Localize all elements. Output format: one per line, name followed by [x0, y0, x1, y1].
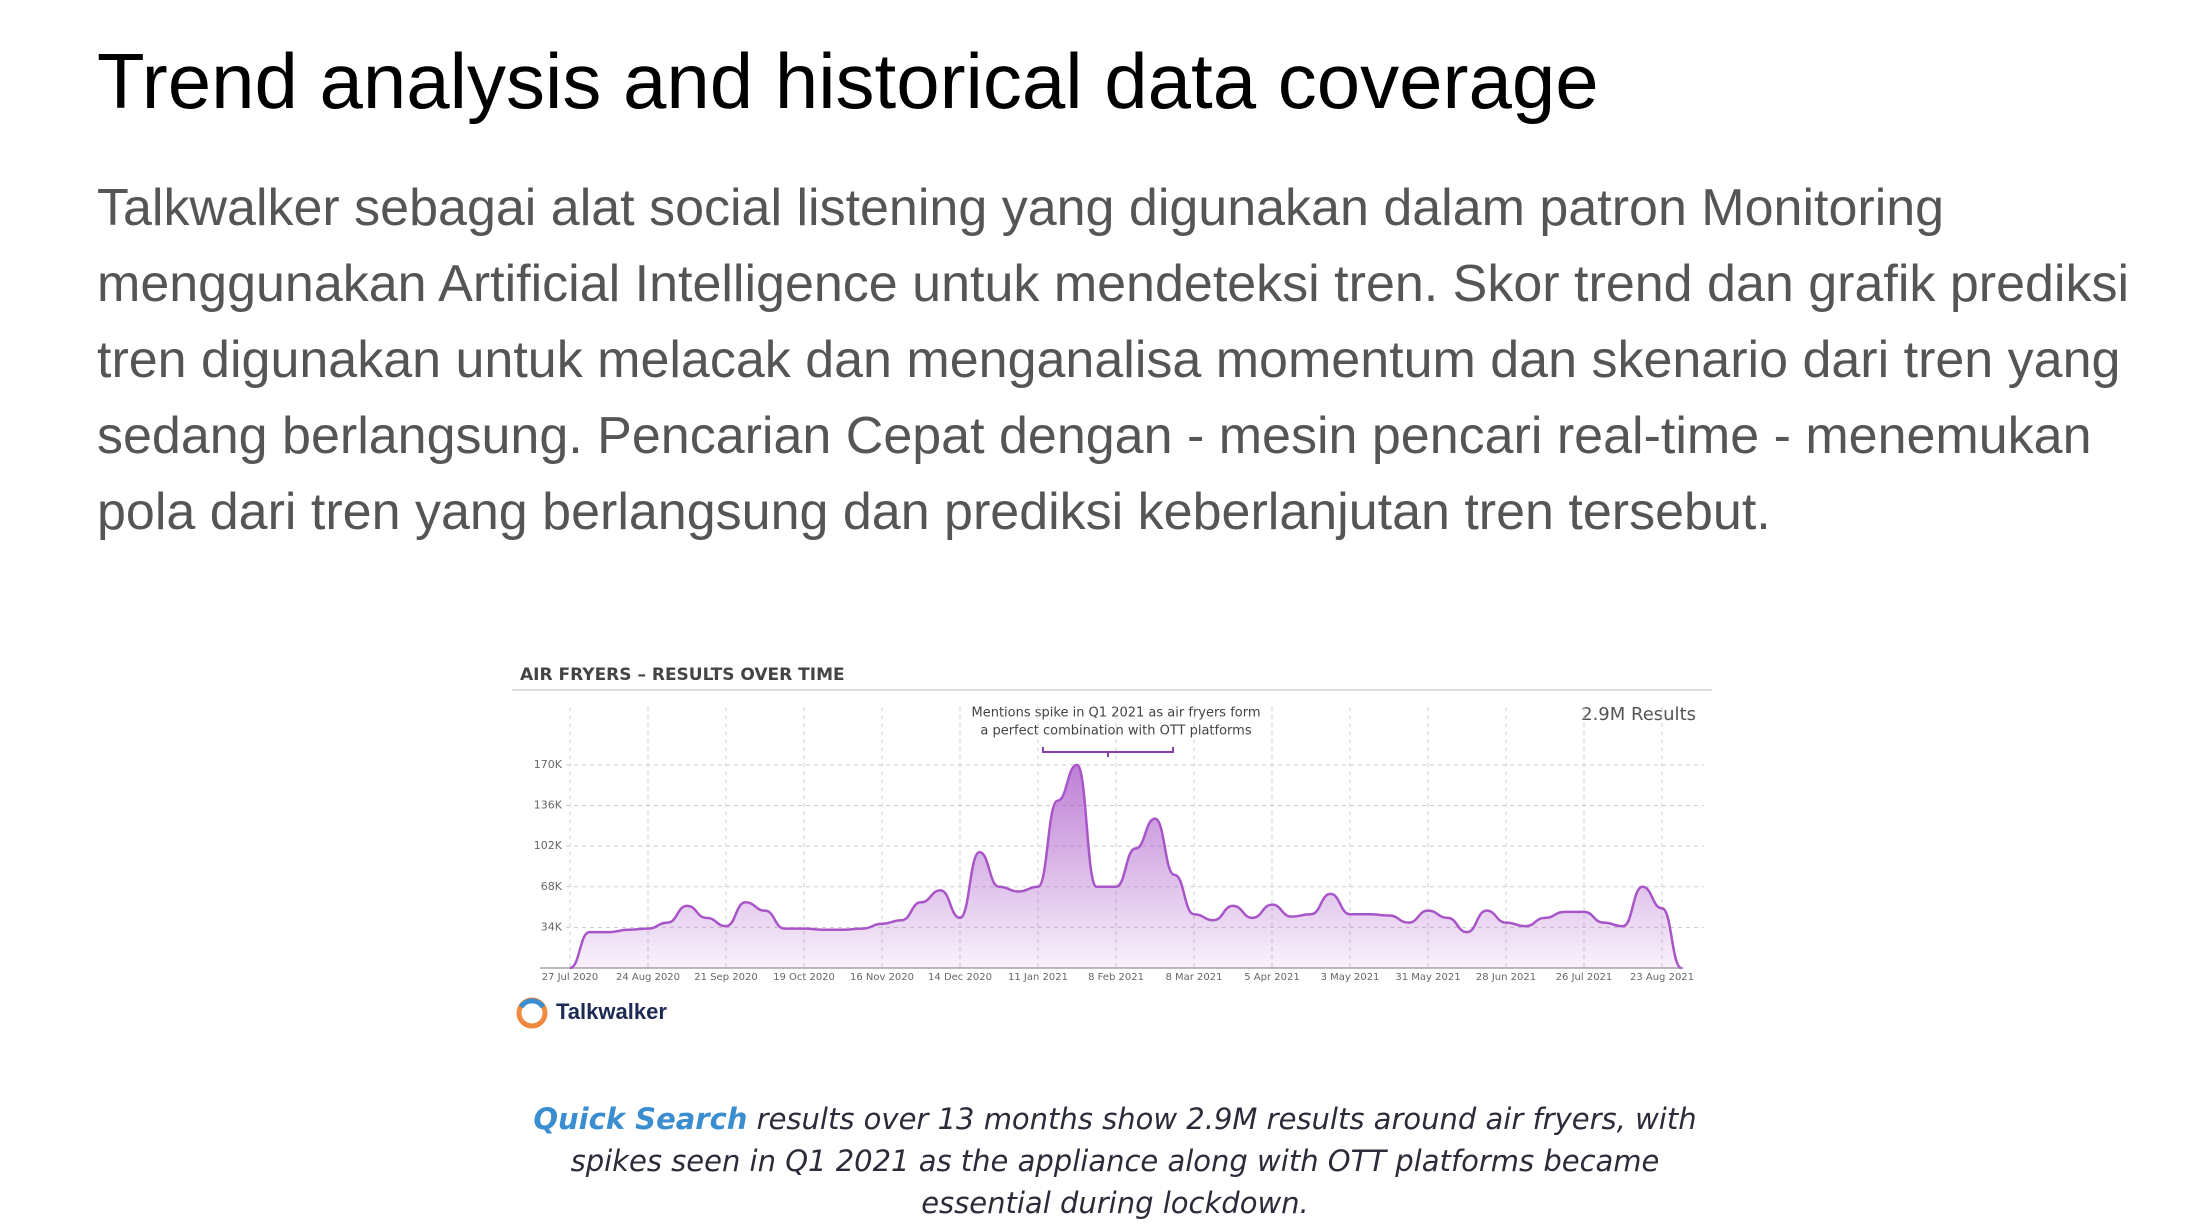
- x-tick-label: 23 Aug 2021: [1630, 972, 1694, 983]
- total-results: 2.9M Results: [1581, 704, 1696, 725]
- x-tick-label: 31 May 2021: [1395, 972, 1460, 983]
- logo-icon: [518, 998, 546, 1009]
- y-tick-label: 34K: [541, 920, 563, 933]
- x-tick-label: 11 Jan 2021: [1008, 972, 1068, 983]
- x-tick-label: 21 Sep 2020: [694, 972, 757, 983]
- x-tick-label: 19 Oct 2020: [773, 972, 835, 983]
- x-tick-label: 14 Dec 2020: [928, 972, 992, 983]
- x-tick-label: 16 Nov 2020: [850, 972, 914, 983]
- y-tick-label: 68K: [541, 880, 563, 893]
- x-tick-label: 24 Aug 2020: [616, 972, 680, 983]
- x-tick-label: 28 Jun 2021: [1476, 972, 1536, 983]
- paragraph: Talkwalker sebagai alat social listening…: [97, 179, 2130, 541]
- y-tick-label: 102K: [534, 839, 563, 852]
- annotation-bracket: [1042, 747, 1174, 757]
- x-tick-label: 27 Jul 2020: [542, 972, 599, 983]
- brand-name: Talkwalker: [556, 999, 667, 1024]
- x-tick-label: 5 Apr 2021: [1244, 972, 1299, 983]
- y-tick-label: 170K: [534, 758, 563, 771]
- x-tick-label: 8 Feb 2021: [1088, 972, 1144, 983]
- caption-text: results over 13 months show 2.9M results…: [570, 1102, 1697, 1220]
- x-tick-label: 26 Jul 2021: [1556, 972, 1613, 983]
- y-tick-label: 136K: [534, 799, 563, 812]
- brand-logo: Talkwalker: [516, 997, 667, 1029]
- area-fill: [570, 764, 1682, 968]
- chart-title: AIR FRYERS – RESULTS OVER TIME: [520, 665, 845, 685]
- x-tick-label: 3 May 2021: [1321, 972, 1380, 983]
- caption: Quick Search results over 13 months show…: [520, 1098, 1710, 1224]
- heading: Trend analysis and historical data cover…: [97, 37, 1599, 125]
- chart: AIR FRYERS – RESULTS OVER TIME 2.9M Resu…: [512, 665, 1712, 1029]
- x-tick-label: 8 Mar 2021: [1165, 972, 1222, 983]
- annotation: Mentions spike in Q1 2021 as air fryers …: [971, 706, 1260, 721]
- area-line: [569, 763, 1683, 970]
- caption-highlight: Quick Search: [533, 1102, 748, 1136]
